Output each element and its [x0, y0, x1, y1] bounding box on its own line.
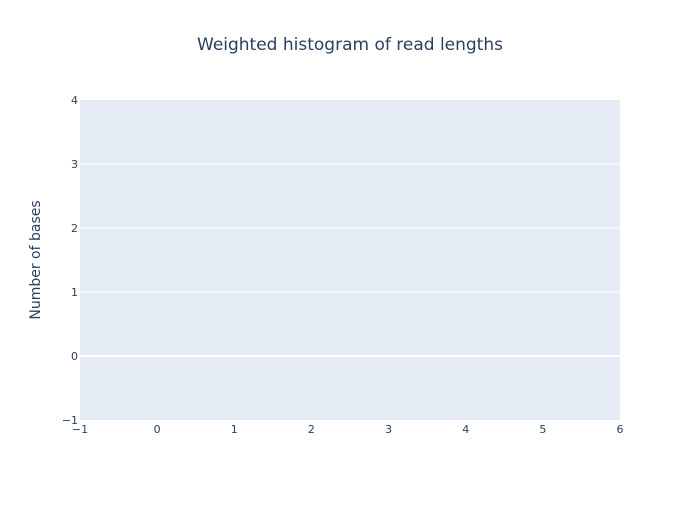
y-tick-label: −1: [62, 414, 78, 427]
chart-title: Weighted histogram of read lengths: [197, 35, 503, 55]
y-axis: −1 0 1 2 3 4: [62, 94, 78, 427]
x-tick-label: −1: [72, 423, 88, 436]
x-tick-label: 1: [231, 423, 238, 436]
x-tick-label: 3: [385, 423, 392, 436]
gridlines: [80, 163, 620, 357]
y-axis-label: Number of bases: [28, 200, 44, 319]
x-tick-label: 5: [539, 423, 546, 436]
y-tick-label: 2: [71, 222, 78, 235]
y-tick-label: 4: [71, 94, 78, 107]
x-axis: −1 0 1 2 3 4 5 6: [72, 423, 624, 436]
x-tick-label: 0: [154, 423, 161, 436]
y-tick-label: 1: [71, 286, 78, 299]
x-tick-label: 6: [617, 423, 624, 436]
y-tick-label: 3: [71, 158, 78, 171]
y-tick-label: 0: [71, 350, 78, 363]
x-tick-label: 4: [462, 423, 469, 436]
x-tick-label: 2: [308, 423, 315, 436]
plot-area: [80, 100, 620, 420]
